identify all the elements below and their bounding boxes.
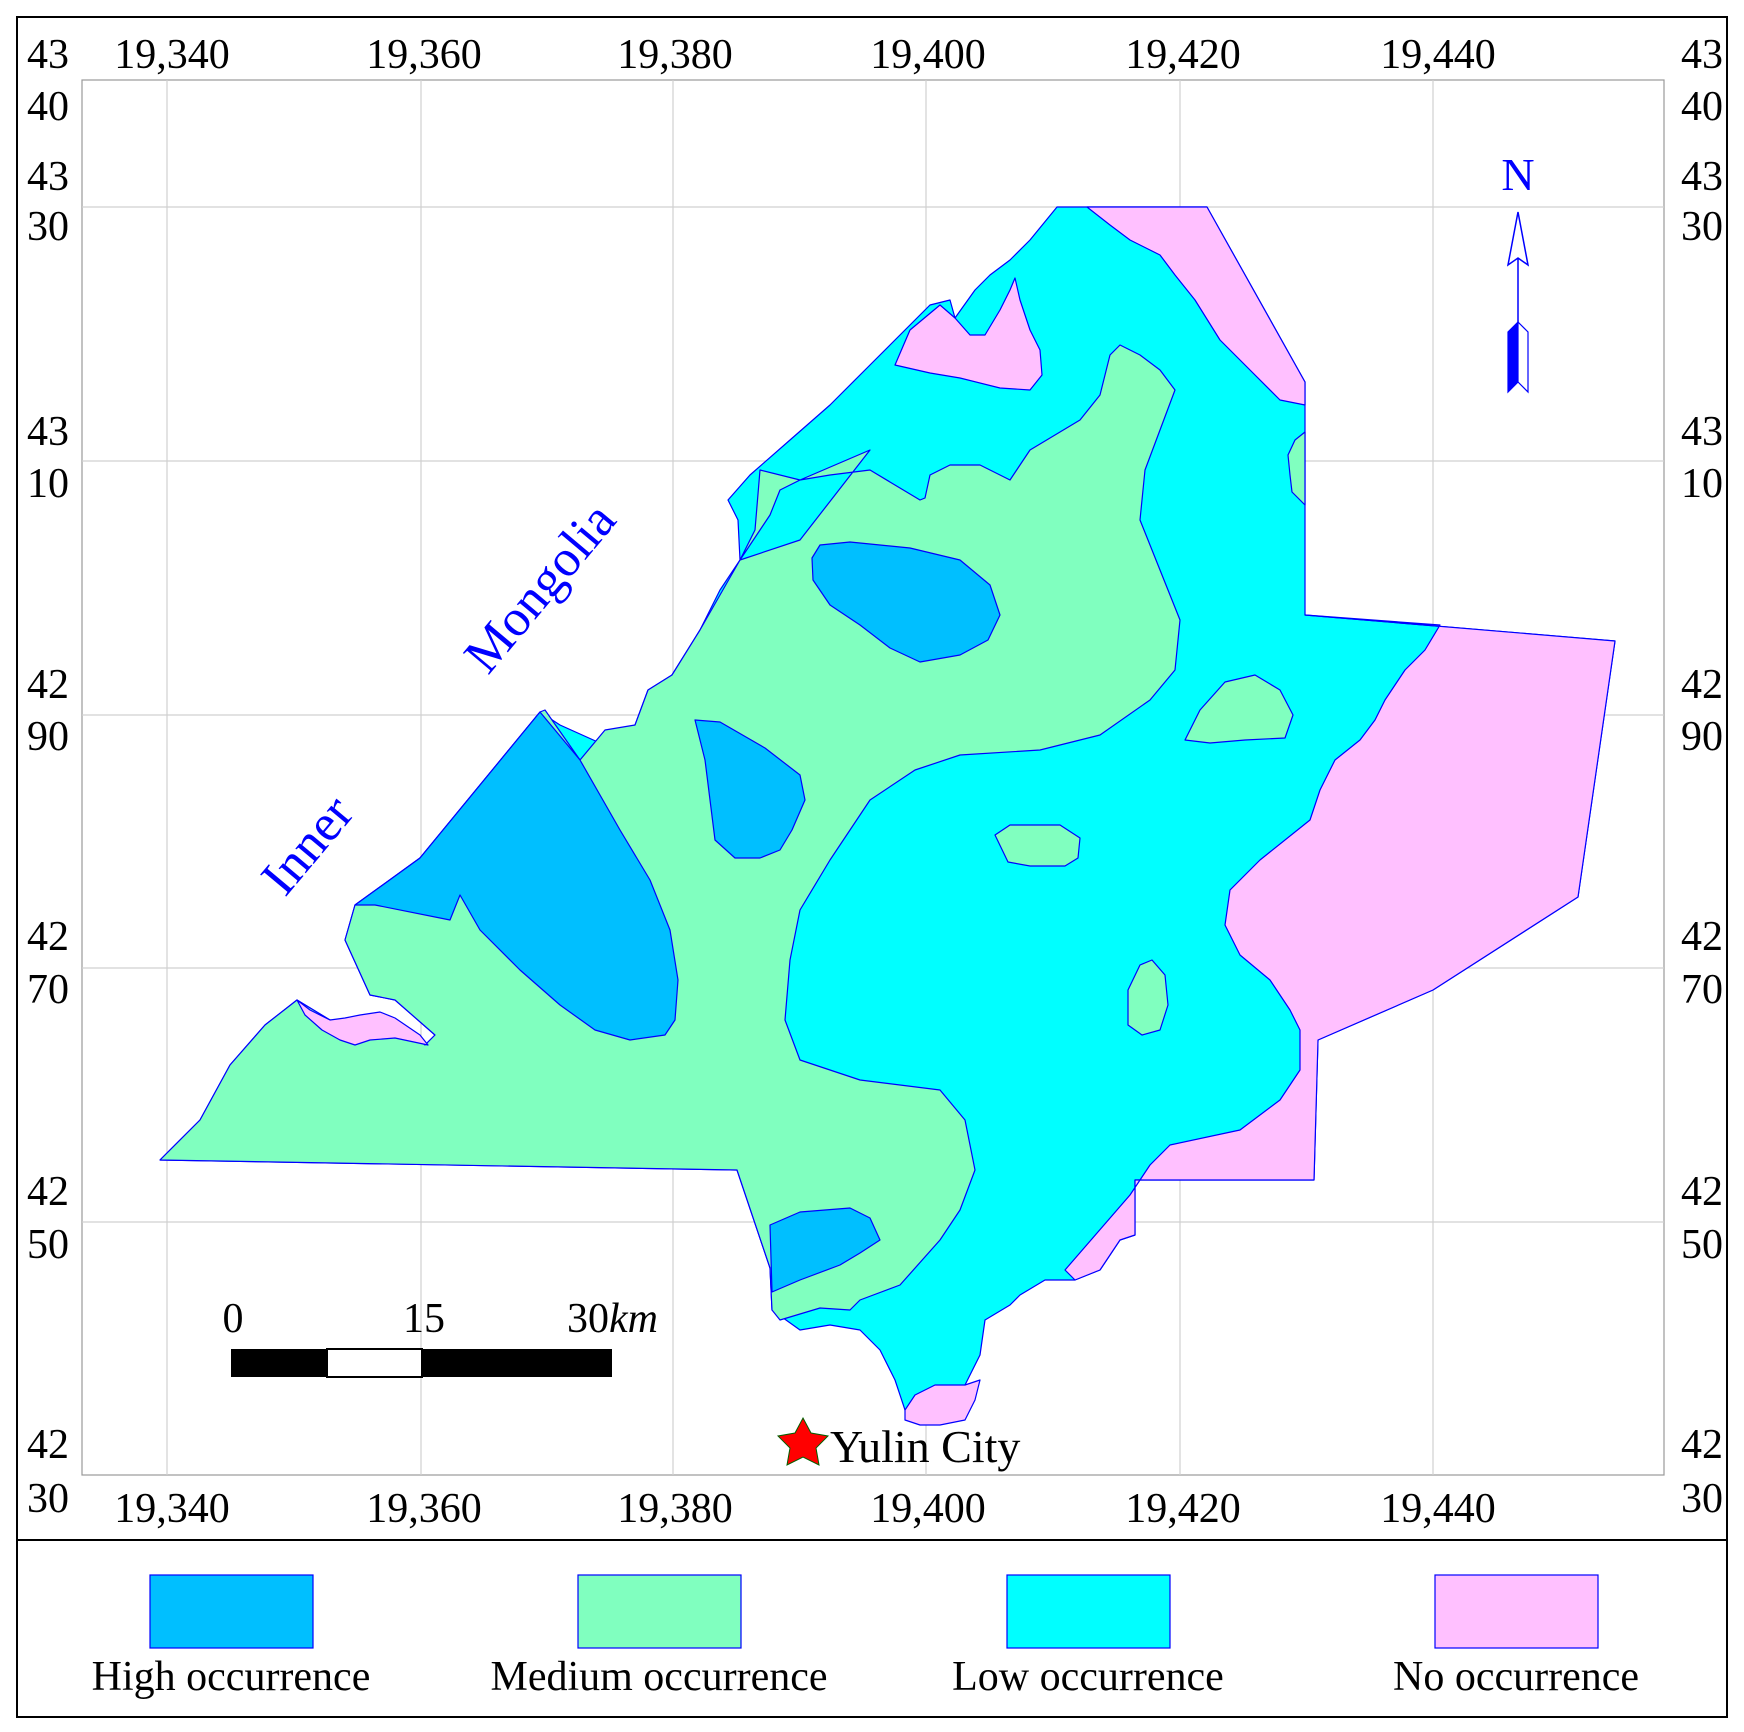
- city-label: Yulin City: [830, 1421, 1020, 1472]
- x-tick-top-label: 19,380: [617, 32, 733, 78]
- map-frame: [81, 79, 1665, 1476]
- y-tick-right-bottom: 30: [1681, 1476, 1723, 1522]
- y-tick-left-top: 43: [27, 154, 69, 200]
- legend-swatch: [577, 1574, 742, 1649]
- y-tick-right-top: 42: [1681, 1169, 1723, 1215]
- region-medium-patch-4: [1287, 431, 1306, 506]
- x-tick-bottom-label: 19,360: [366, 1486, 482, 1532]
- legend-swatch: [149, 1574, 314, 1649]
- region-high-north: [811, 541, 1001, 663]
- scale-label-0: 0: [223, 1296, 244, 1342]
- scale-label-30-number: 30: [567, 1296, 609, 1342]
- y-tick-left-top: 42: [27, 1422, 69, 1468]
- region-high-south: [769, 1207, 881, 1293]
- y-tick-right-bottom: 30: [1681, 204, 1723, 250]
- y-tick-right-top: 42: [1681, 1422, 1723, 1468]
- region-medium-patch-3: [1127, 959, 1169, 1036]
- legend-swatch: [1434, 1574, 1599, 1649]
- legend-label: High occurrence: [92, 1654, 371, 1700]
- region-none-northeast: [1086, 206, 1306, 406]
- x-tick-top-label: 19,400: [870, 32, 986, 78]
- region-high-west: [354, 711, 679, 1041]
- y-tick-left-top: 42: [27, 662, 69, 708]
- x-axis-bottom-labels: 19,340 19,360 19,380 19,400 19,420 19,440: [114, 1486, 1496, 1532]
- region-medium-patch-1: [1184, 674, 1294, 744]
- scale-unit: km: [609, 1296, 658, 1342]
- scale-label-15: 15: [403, 1296, 445, 1342]
- region-high-center: [694, 719, 806, 859]
- y-tick-right-bottom: 90: [1681, 714, 1723, 760]
- city-marker: Yulin City: [776, 1416, 1020, 1472]
- region-none-east: [1064, 614, 1616, 1281]
- north-arrow: N: [1501, 149, 1535, 394]
- y-tick-left-bottom: 40: [27, 84, 69, 130]
- y-tick-left-bottom: 50: [27, 1222, 69, 1268]
- x-tick-bottom-label: 19,380: [617, 1486, 733, 1532]
- y-tick-left-bottom: 10: [27, 461, 69, 507]
- x-tick-bottom-label: 19,420: [1125, 1486, 1241, 1532]
- legend-label: No occurrence: [1393, 1654, 1639, 1700]
- y-tick-right-bottom: 50: [1681, 1222, 1723, 1268]
- region-medium-patch-2: [994, 824, 1081, 867]
- y-tick-right-bottom: 70: [1681, 967, 1723, 1013]
- y-tick-left-top: 43: [27, 409, 69, 455]
- y-tick-right-top: 42: [1681, 662, 1723, 708]
- scale-segment-3: [422, 1349, 612, 1377]
- y-tick-left-top: 42: [27, 1169, 69, 1215]
- legend-swatch: [1006, 1574, 1171, 1649]
- occurrence-regions: [159, 206, 1616, 1426]
- x-tick-top-label: 19,420: [1125, 32, 1241, 78]
- y-tick-right-top: 43: [1681, 154, 1723, 200]
- region-none-southwest: [296, 999, 429, 1046]
- y-tick-right-bottom: 40: [1681, 84, 1723, 130]
- scale-segment-1: [231, 1349, 327, 1377]
- x-tick-top-label: 19,360: [366, 32, 482, 78]
- y-tick-left-bottom: 70: [27, 967, 69, 1013]
- scale-label-30: 30km: [567, 1296, 658, 1342]
- y-tick-left-bottom: 30: [27, 1476, 69, 1522]
- y-tick-right-top: 43: [1681, 32, 1723, 78]
- x-tick-bottom-label: 19,340: [114, 1486, 230, 1532]
- scale-bar: 0 15 30km: [223, 1296, 658, 1378]
- y-tick-right-top: 42: [1681, 914, 1723, 960]
- legend-label: Low occurrence: [952, 1654, 1224, 1700]
- y-tick-left-top: 42: [27, 914, 69, 960]
- region-none-north-patch: [894, 277, 1043, 391]
- x-axis-top-labels: 19,340 19,360 19,380 19,400 19,420 19,440: [114, 32, 1496, 78]
- legend: High occurrence Medium occurrence Low occu…: [92, 1574, 1639, 1700]
- legend-label: Medium occurrence: [490, 1654, 827, 1700]
- north-arrow-base-icon: [1507, 320, 1519, 394]
- scale-segment-2: [326, 1348, 423, 1378]
- y-tick-right-top: 43: [1681, 409, 1723, 455]
- north-arrow-icon: [1506, 211, 1530, 322]
- y-tick-left-bottom: 90: [27, 714, 69, 760]
- north-label: N: [1501, 149, 1534, 200]
- north-arrow-base-outline: [1517, 321, 1529, 394]
- region-none-south-tip: [904, 1379, 981, 1426]
- x-tick-bottom-label: 19,440: [1380, 1486, 1496, 1532]
- x-tick-bottom-label: 19,400: [870, 1486, 986, 1532]
- y-tick-right-bottom: 10: [1681, 461, 1723, 507]
- y-tick-left-top: 43: [27, 32, 69, 78]
- star-icon: [776, 1416, 830, 1466]
- x-tick-top-label: 19,440: [1380, 32, 1496, 78]
- y-tick-left-bottom: 30: [27, 204, 69, 250]
- x-tick-top-label: 19,340: [114, 32, 230, 78]
